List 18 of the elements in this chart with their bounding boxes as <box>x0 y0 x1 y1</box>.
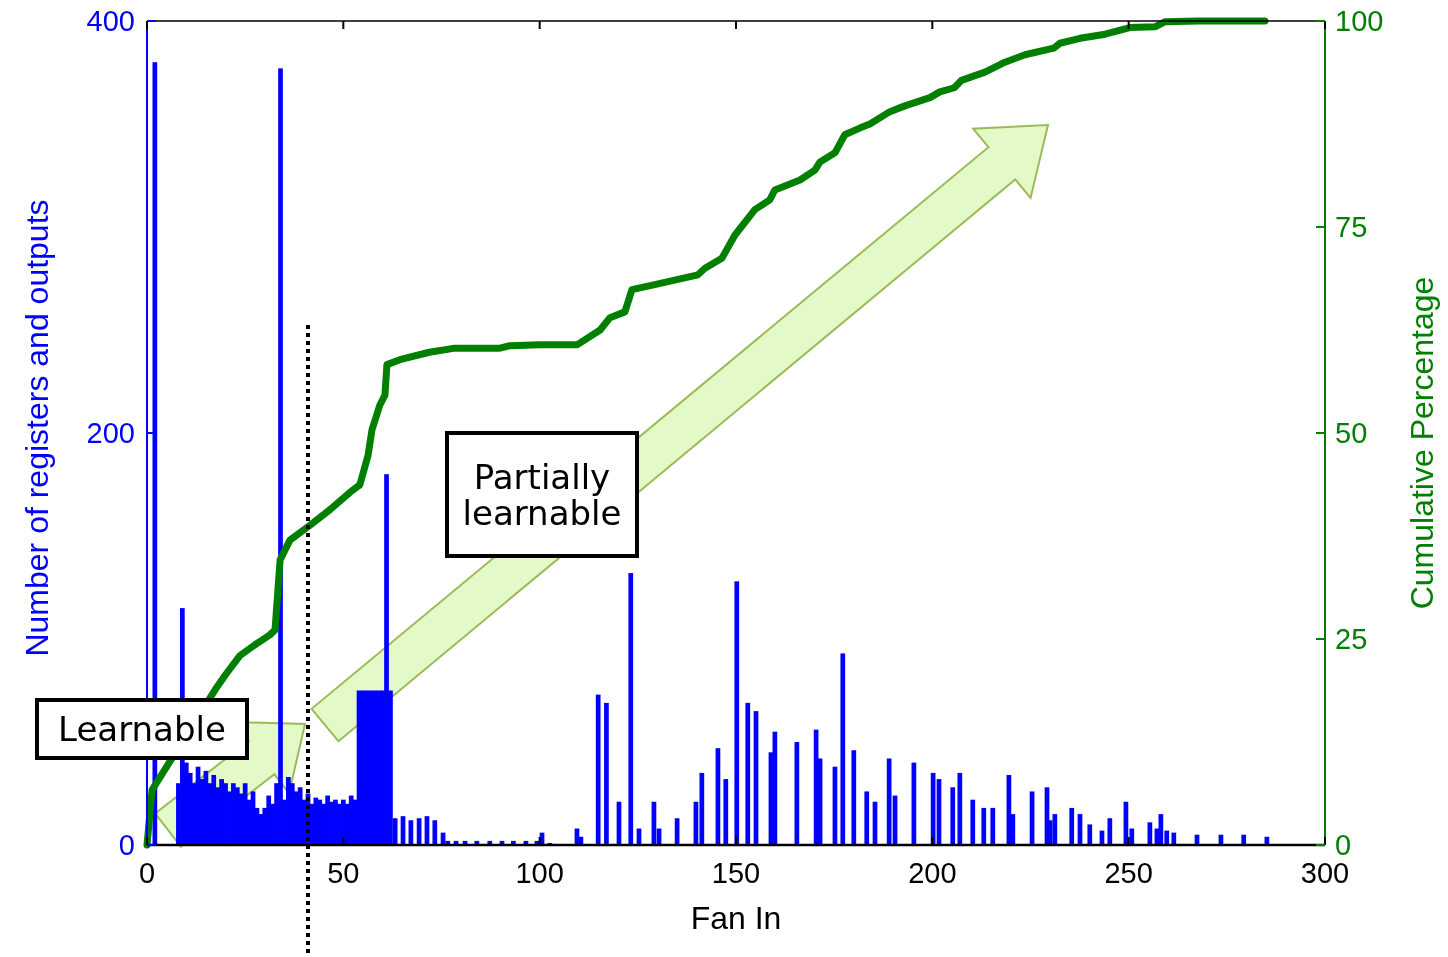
x-tick-label: 250 <box>1104 857 1153 889</box>
x-tick-label: 200 <box>908 857 957 889</box>
x-tick-label: 100 <box>515 857 564 889</box>
y2-tick-label: 100 <box>1335 5 1384 37</box>
y-tick-label: 400 <box>86 5 135 37</box>
y2-tick-label: 75 <box>1335 211 1368 243</box>
x-axis-title: Fan In <box>690 900 782 936</box>
y2-tick-label: 50 <box>1335 417 1368 449</box>
y-tick-label: 0 <box>118 829 135 861</box>
x-tick-label: 0 <box>138 857 156 889</box>
x-tick-label: 150 <box>711 857 761 889</box>
y2-axis-title: Cumulative Percentage <box>1404 276 1440 610</box>
y-axis-title: Number of registers and outputs <box>19 199 55 657</box>
annotation: Partially learnable <box>462 456 622 533</box>
y2-tick-label: 25 <box>1335 623 1368 655</box>
annotation: Learnable <box>58 709 226 749</box>
x-tick-label: 50 <box>327 857 360 889</box>
y-tick-label: 200 <box>86 417 135 449</box>
